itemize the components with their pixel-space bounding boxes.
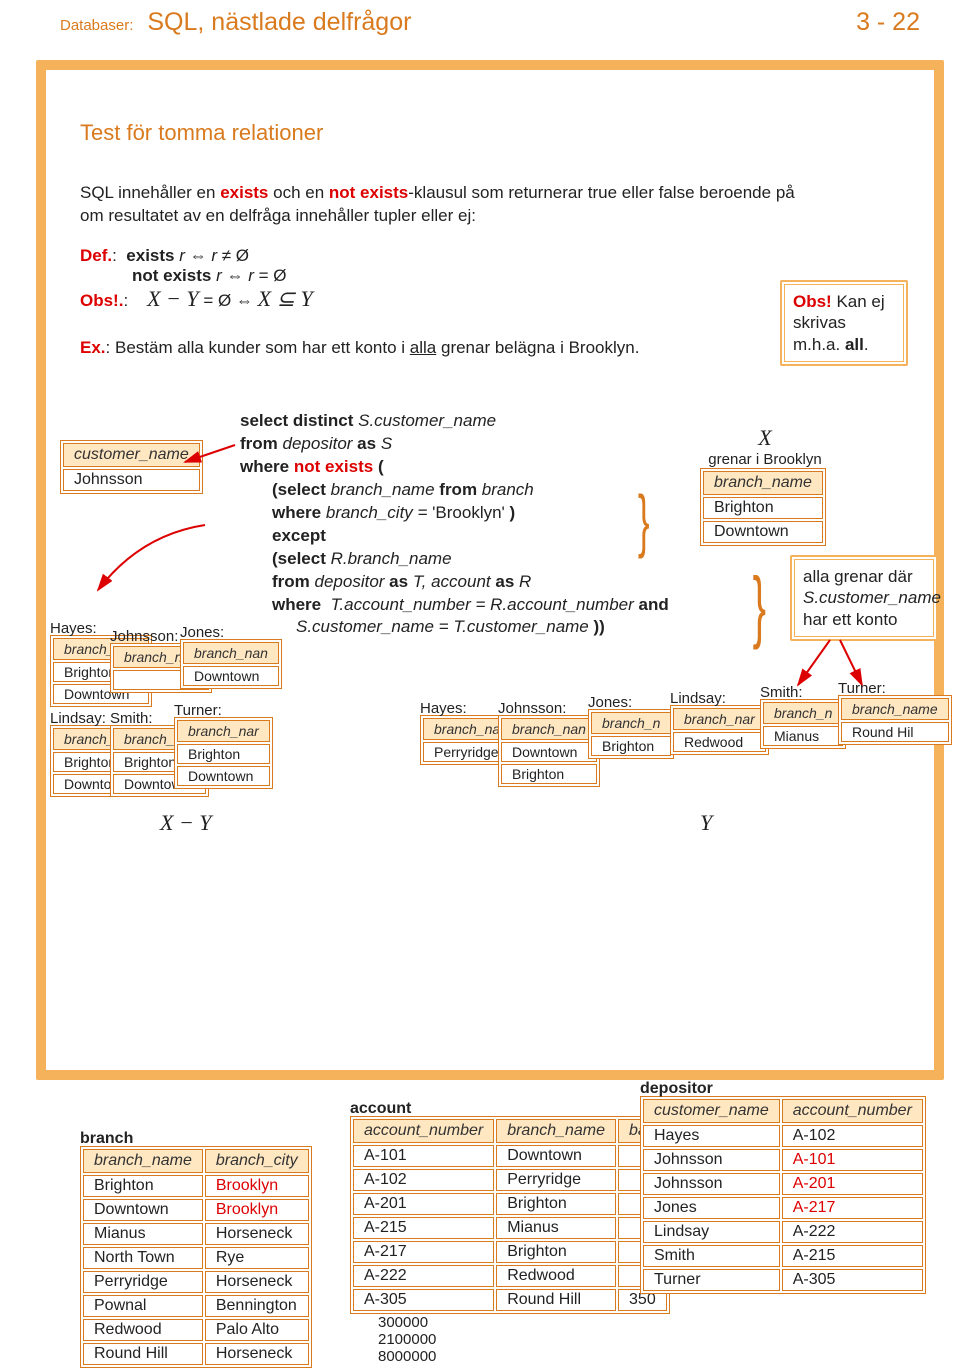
- mini-table: Turner:branch_narBrightonDowntown: [174, 702, 273, 789]
- y-label: Y: [700, 810, 712, 836]
- page-number: 3 - 22: [856, 8, 942, 37]
- page-title: SQL, nästlade delfrågor: [147, 8, 411, 37]
- mini-table: Smith:branch_nMianus: [760, 684, 846, 749]
- example-line: Ex.: Bestäm alla kunder som har ett kont…: [80, 338, 760, 358]
- xmy-label: X − Y: [160, 810, 212, 836]
- mini-table: Turner:branch_nameRound Hil: [838, 680, 952, 745]
- xmy-mini-tables: Hayes:branch_nanBrightonDowntownJohnsson…: [50, 620, 330, 800]
- result-table: customer_name Johnsson: [60, 440, 203, 494]
- intro-paragraph: SQL innehåller en exists och en not exis…: [80, 182, 800, 228]
- y-mini-tables: Hayes:branch_naPerryridgeJohnsson:branch…: [420, 690, 920, 810]
- mini-table: Jones:branch_nanDowntown: [180, 624, 282, 689]
- brace-y-icon: }: [753, 560, 766, 652]
- depositor-table: customer_nameaccount_numberHayesA-102Joh…: [640, 1096, 926, 1294]
- branch-table: branch_namebranch_cityBrightonBrooklynDo…: [80, 1146, 312, 1368]
- x-set-area: X grenar i Brooklyn branch_name Brighton…: [700, 425, 830, 546]
- note-box-2: alla grenar där S.customer_name har ett …: [790, 555, 938, 641]
- note-box: Obs! Kan ej skrivas m.h.a. all.: [780, 280, 908, 366]
- account-table: account_numberbranch_namebaA-101Downtown…: [350, 1116, 670, 1314]
- mini-table: Lindsay:branch_narRedwood: [670, 690, 769, 755]
- x-table: branch_name Brighton Downtown: [700, 468, 826, 546]
- mini-table: Jones:branch_nBrighton: [588, 694, 674, 759]
- subheading: Test för tomma relationer: [80, 120, 910, 146]
- section-label: Databaser:: [60, 17, 133, 34]
- mini-table: Johnsson:branch_nanDowntownBrighton: [498, 700, 600, 787]
- brace-x-icon: }: [638, 480, 650, 560]
- page-header: Databaser: SQL, nästlade delfrågor 3 - 2…: [0, 0, 960, 37]
